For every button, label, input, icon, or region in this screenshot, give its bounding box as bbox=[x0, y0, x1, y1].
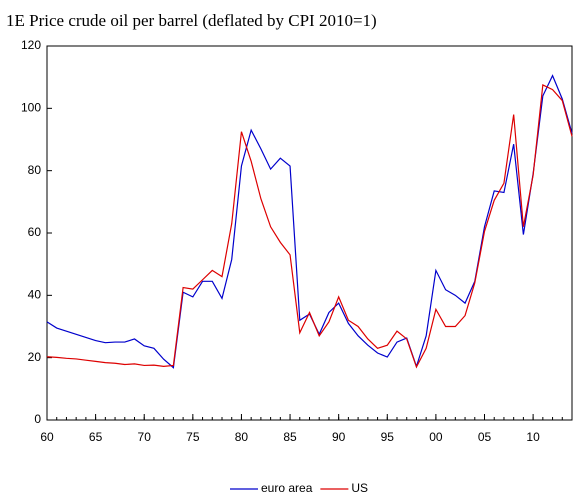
y-tick-label: 40 bbox=[28, 288, 42, 302]
y-tick-label: 20 bbox=[28, 350, 42, 364]
line bbox=[46, 84, 573, 369]
y-tick-label: 60 bbox=[28, 225, 42, 239]
y-tick-label: 80 bbox=[28, 163, 42, 177]
x-tick-label: 95 bbox=[381, 430, 395, 444]
chart-title: 1E Price crude oil per barrel (deflated … bbox=[6, 11, 377, 30]
y-tick-label: 0 bbox=[34, 412, 41, 426]
line bbox=[46, 74, 573, 369]
y-tick-label: 100 bbox=[21, 101, 41, 115]
x-tick-label: 75 bbox=[186, 430, 200, 444]
legend-label: US bbox=[351, 481, 368, 495]
x-tick-label: 65 bbox=[89, 430, 103, 444]
x-tick-label: 85 bbox=[283, 430, 297, 444]
x-tick-label: 05 bbox=[478, 430, 492, 444]
x-tick-label: 10 bbox=[526, 430, 540, 444]
x-tick-label: 80 bbox=[235, 430, 249, 444]
y-tick-label: 120 bbox=[21, 38, 41, 52]
x-tick-label: 90 bbox=[332, 430, 346, 444]
x-tick-label: 60 bbox=[40, 430, 54, 444]
x-tick-label: 70 bbox=[138, 430, 152, 444]
x-tick-label: 00 bbox=[429, 430, 443, 444]
legend-label: euro area bbox=[261, 481, 313, 495]
